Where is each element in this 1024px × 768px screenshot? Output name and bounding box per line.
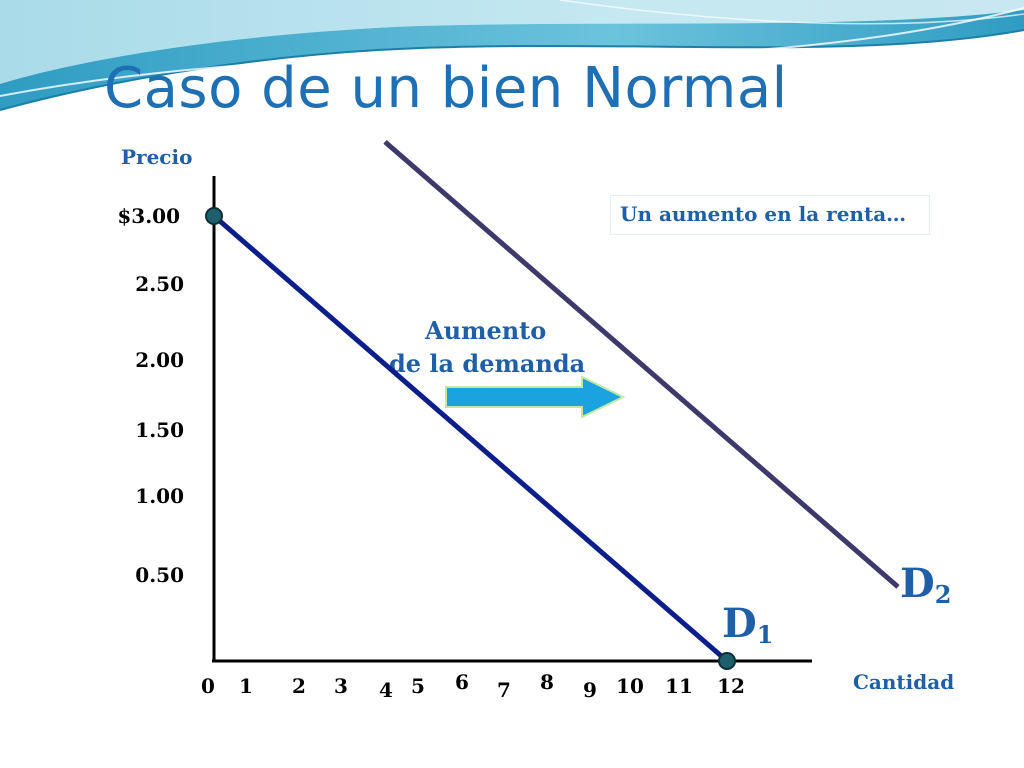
y-tick-label: 0.50	[135, 563, 184, 587]
x-tick-label: 9	[583, 678, 597, 702]
d2-label: D2	[900, 560, 951, 609]
x-tick-label: 6	[455, 670, 469, 694]
x-tick-label: 3	[334, 674, 348, 698]
d2-label-subscript: 2	[934, 580, 952, 609]
x-tick-label: 2	[292, 674, 306, 698]
note-text: Un aumento en la renta…	[620, 202, 907, 226]
y-tick-label: 2.50	[135, 272, 184, 296]
x-tick-label: 8	[540, 670, 554, 694]
x-tick-label: 7	[497, 678, 511, 702]
x-tick-label: 11	[665, 674, 693, 698]
x-tick-label: 5	[411, 674, 425, 698]
x-tick-label: 1	[239, 674, 253, 698]
shift-arrow	[445, 375, 626, 419]
x-tick-label: 12	[717, 674, 745, 698]
x-tick-label: 0	[201, 674, 215, 698]
demand-curve-d2	[383, 139, 900, 589]
shift-label-line1: Aumento	[425, 316, 547, 345]
note-box	[610, 195, 930, 235]
slide-title: Caso de un bien Normal	[104, 56, 788, 121]
x-tick-label: 10	[616, 674, 644, 698]
y-axis-label: Precio	[121, 145, 193, 169]
y-tick-label: 1.00	[135, 484, 184, 508]
d1-label-subscript: 1	[756, 620, 774, 649]
data-point-1	[205, 207, 223, 226]
y-tick-label: 2.00	[135, 348, 184, 372]
shift-label-line2: de la demanda	[389, 349, 586, 378]
d2-label-text: D	[900, 560, 935, 607]
x-axis-label: Cantidad	[853, 670, 955, 694]
data-point-2	[718, 652, 736, 670]
y-tick-label: $3.00	[117, 204, 180, 228]
x-tick-label: 4	[379, 678, 393, 702]
d1-label: D1	[722, 600, 773, 649]
d1-label-text: D	[722, 600, 757, 647]
arrow-right-icon	[445, 375, 626, 419]
demand-curve-d1	[212, 214, 729, 663]
y-tick-label: 1.50	[135, 418, 184, 442]
